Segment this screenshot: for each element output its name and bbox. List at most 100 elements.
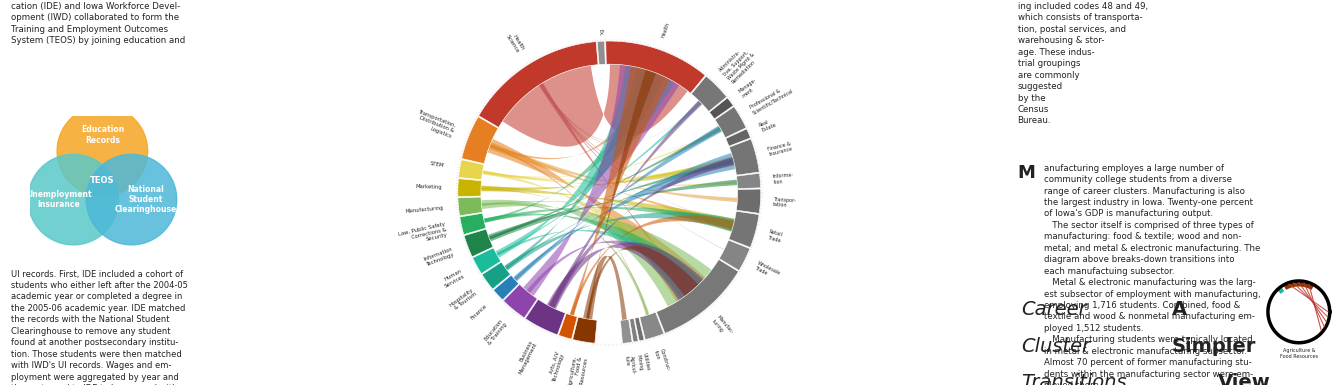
Text: Health
Science: Health Science — [505, 31, 525, 54]
Polygon shape — [710, 98, 734, 119]
Text: cation (IDE) and Iowa Workforce Devel-
opment (IWD) collaborated to form the
Tra: cation (IDE) and Iowa Workforce Devel- o… — [11, 2, 185, 45]
Polygon shape — [605, 41, 706, 93]
Text: Agricul-
ture: Agricul- ture — [624, 355, 636, 375]
Polygon shape — [629, 318, 639, 342]
Text: A: A — [1172, 300, 1186, 319]
Polygon shape — [473, 248, 501, 274]
Polygon shape — [487, 139, 706, 302]
Polygon shape — [481, 203, 649, 315]
Polygon shape — [502, 64, 688, 147]
Text: Marketing: Marketing — [416, 184, 443, 190]
Polygon shape — [726, 129, 750, 146]
Text: Information
Technology: Information Technology — [423, 247, 455, 268]
Polygon shape — [481, 186, 735, 232]
Polygon shape — [462, 117, 498, 164]
Text: Agriculture &
Food Resources: Agriculture & Food Resources — [1280, 348, 1318, 359]
Polygon shape — [1283, 281, 1315, 290]
Polygon shape — [548, 157, 735, 308]
Polygon shape — [489, 142, 734, 228]
Polygon shape — [458, 160, 483, 180]
Polygon shape — [569, 66, 670, 316]
Text: Hospitality
& Tourism: Hospitality & Tourism — [449, 287, 478, 312]
Text: Manufacturing: Manufacturing — [404, 206, 443, 214]
Polygon shape — [546, 242, 704, 309]
Polygon shape — [497, 101, 702, 256]
Circle shape — [28, 154, 119, 245]
Circle shape — [86, 154, 177, 245]
Polygon shape — [483, 68, 660, 222]
Polygon shape — [505, 159, 734, 269]
Polygon shape — [497, 230, 699, 296]
Polygon shape — [586, 69, 656, 319]
Text: TEOS: TEOS — [90, 176, 115, 185]
Text: Arts, A/V
Technology: Arts, A/V Technology — [546, 350, 565, 382]
Polygon shape — [728, 211, 759, 248]
Text: Simpler: Simpler — [1172, 337, 1256, 356]
Polygon shape — [635, 317, 644, 341]
Polygon shape — [586, 246, 699, 319]
Text: STEM: STEM — [430, 161, 445, 169]
Text: Professional &
Scientific/Technical: Professional & Scientific/Technical — [749, 83, 794, 115]
Polygon shape — [513, 153, 735, 281]
Text: Real
Estate: Real Estate — [758, 117, 777, 133]
Polygon shape — [514, 126, 722, 281]
Polygon shape — [1277, 286, 1284, 294]
Polygon shape — [524, 65, 679, 296]
Text: Ex.: Ex. — [597, 28, 603, 36]
Text: View: View — [1217, 373, 1271, 385]
Polygon shape — [458, 179, 482, 197]
Polygon shape — [540, 84, 738, 200]
Polygon shape — [597, 41, 605, 65]
Polygon shape — [549, 100, 703, 308]
Polygon shape — [489, 127, 722, 240]
Text: Transitions: Transitions — [1020, 373, 1126, 385]
Text: Manage-
ment: Manage- ment — [738, 77, 761, 98]
Text: Human
Services: Human Services — [441, 269, 466, 289]
Text: National
Student
Clearinghouse: National Student Clearinghouse — [115, 185, 177, 214]
Polygon shape — [489, 70, 655, 159]
Polygon shape — [719, 240, 750, 271]
Polygon shape — [489, 142, 738, 202]
Polygon shape — [489, 179, 738, 241]
Text: Transpor-
tation: Transpor- tation — [773, 197, 797, 209]
Polygon shape — [582, 256, 627, 320]
Polygon shape — [558, 313, 577, 339]
Polygon shape — [458, 197, 482, 216]
Polygon shape — [540, 84, 700, 143]
Text: Retail
Trade: Retail Trade — [767, 229, 783, 243]
Polygon shape — [570, 216, 735, 316]
Polygon shape — [526, 241, 699, 296]
Polygon shape — [481, 156, 735, 191]
Text: anufacturing employes a large number of
community college students from a divers: anufacturing employes a large number of … — [1044, 164, 1260, 385]
Text: Informa-
tion: Informa- tion — [773, 172, 794, 185]
Polygon shape — [736, 173, 761, 189]
Polygon shape — [656, 259, 738, 333]
Polygon shape — [495, 65, 675, 258]
Polygon shape — [573, 317, 597, 343]
Polygon shape — [489, 159, 734, 239]
Text: Health: Health — [660, 21, 671, 38]
Text: Agriculture,
Food &
Natural Resources: Agriculture, Food & Natural Resources — [565, 355, 589, 385]
Polygon shape — [490, 144, 648, 315]
Polygon shape — [481, 200, 711, 306]
Text: Transportation,
Distribution &
Logistics: Transportation, Distribution & Logistics — [414, 109, 457, 139]
Polygon shape — [715, 107, 746, 138]
Text: Law, Public Safety
Corrections &
Security: Law, Public Safety Corrections & Securit… — [398, 221, 449, 248]
Polygon shape — [540, 84, 720, 152]
Text: Career: Career — [1020, 300, 1086, 319]
Text: ing included codes 48 and 49,
which consists of transporta-
tion, postal service: ing included codes 48 and 49, which cons… — [1018, 2, 1148, 126]
Text: Business
Management: Business Management — [513, 339, 538, 375]
Polygon shape — [494, 275, 518, 300]
Polygon shape — [503, 284, 537, 318]
Polygon shape — [482, 170, 702, 299]
Polygon shape — [482, 201, 734, 227]
Text: Finance: Finance — [470, 304, 489, 321]
Polygon shape — [482, 171, 738, 186]
Text: Mining: Mining — [636, 354, 643, 371]
Text: Education
Records: Education Records — [80, 125, 125, 145]
Polygon shape — [503, 212, 735, 271]
Polygon shape — [620, 320, 632, 343]
Polygon shape — [540, 84, 724, 250]
Polygon shape — [465, 229, 493, 257]
Text: UI records. First, IDE included a cohort of
students who either left after the 2: UI records. First, IDE included a cohort… — [11, 270, 189, 385]
